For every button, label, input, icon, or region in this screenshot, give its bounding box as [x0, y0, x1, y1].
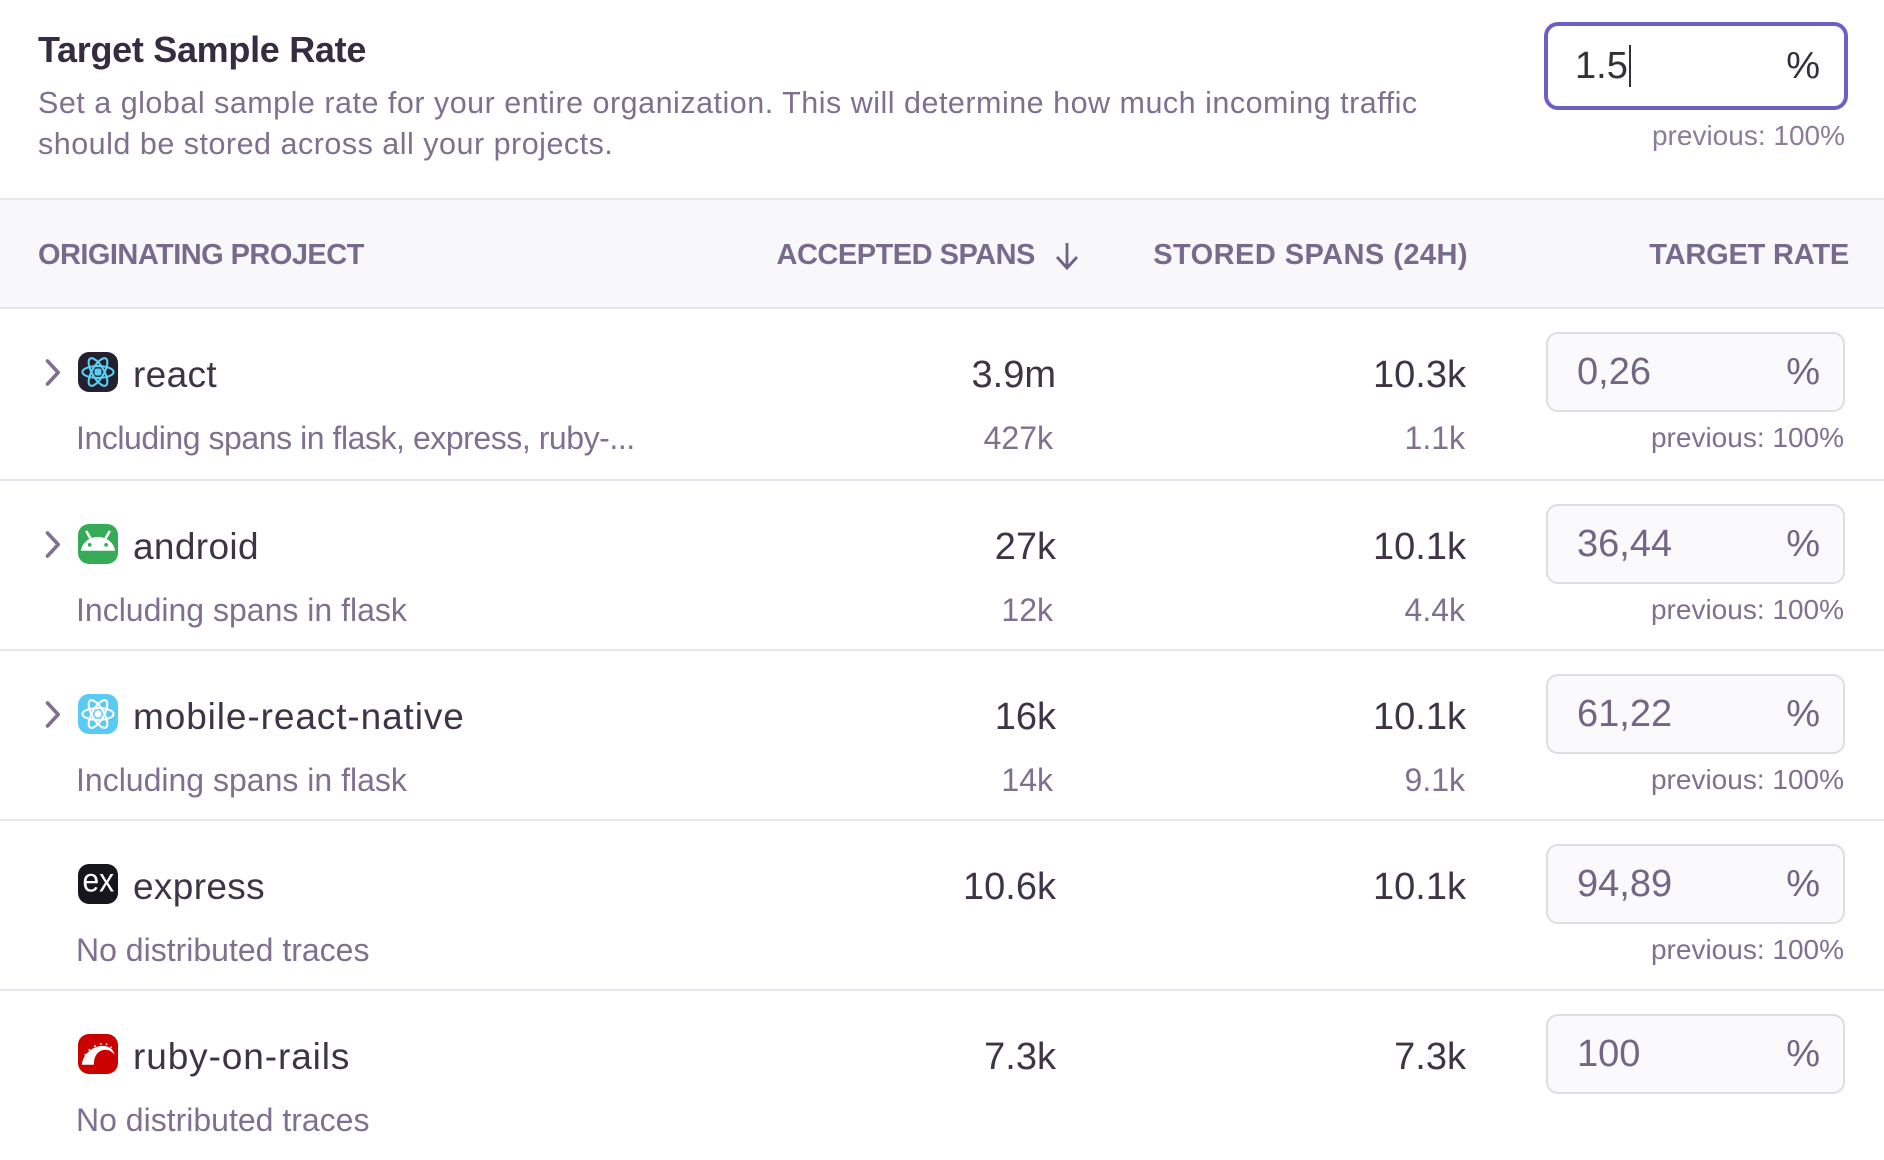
svg-text:ex: ex	[82, 864, 114, 899]
